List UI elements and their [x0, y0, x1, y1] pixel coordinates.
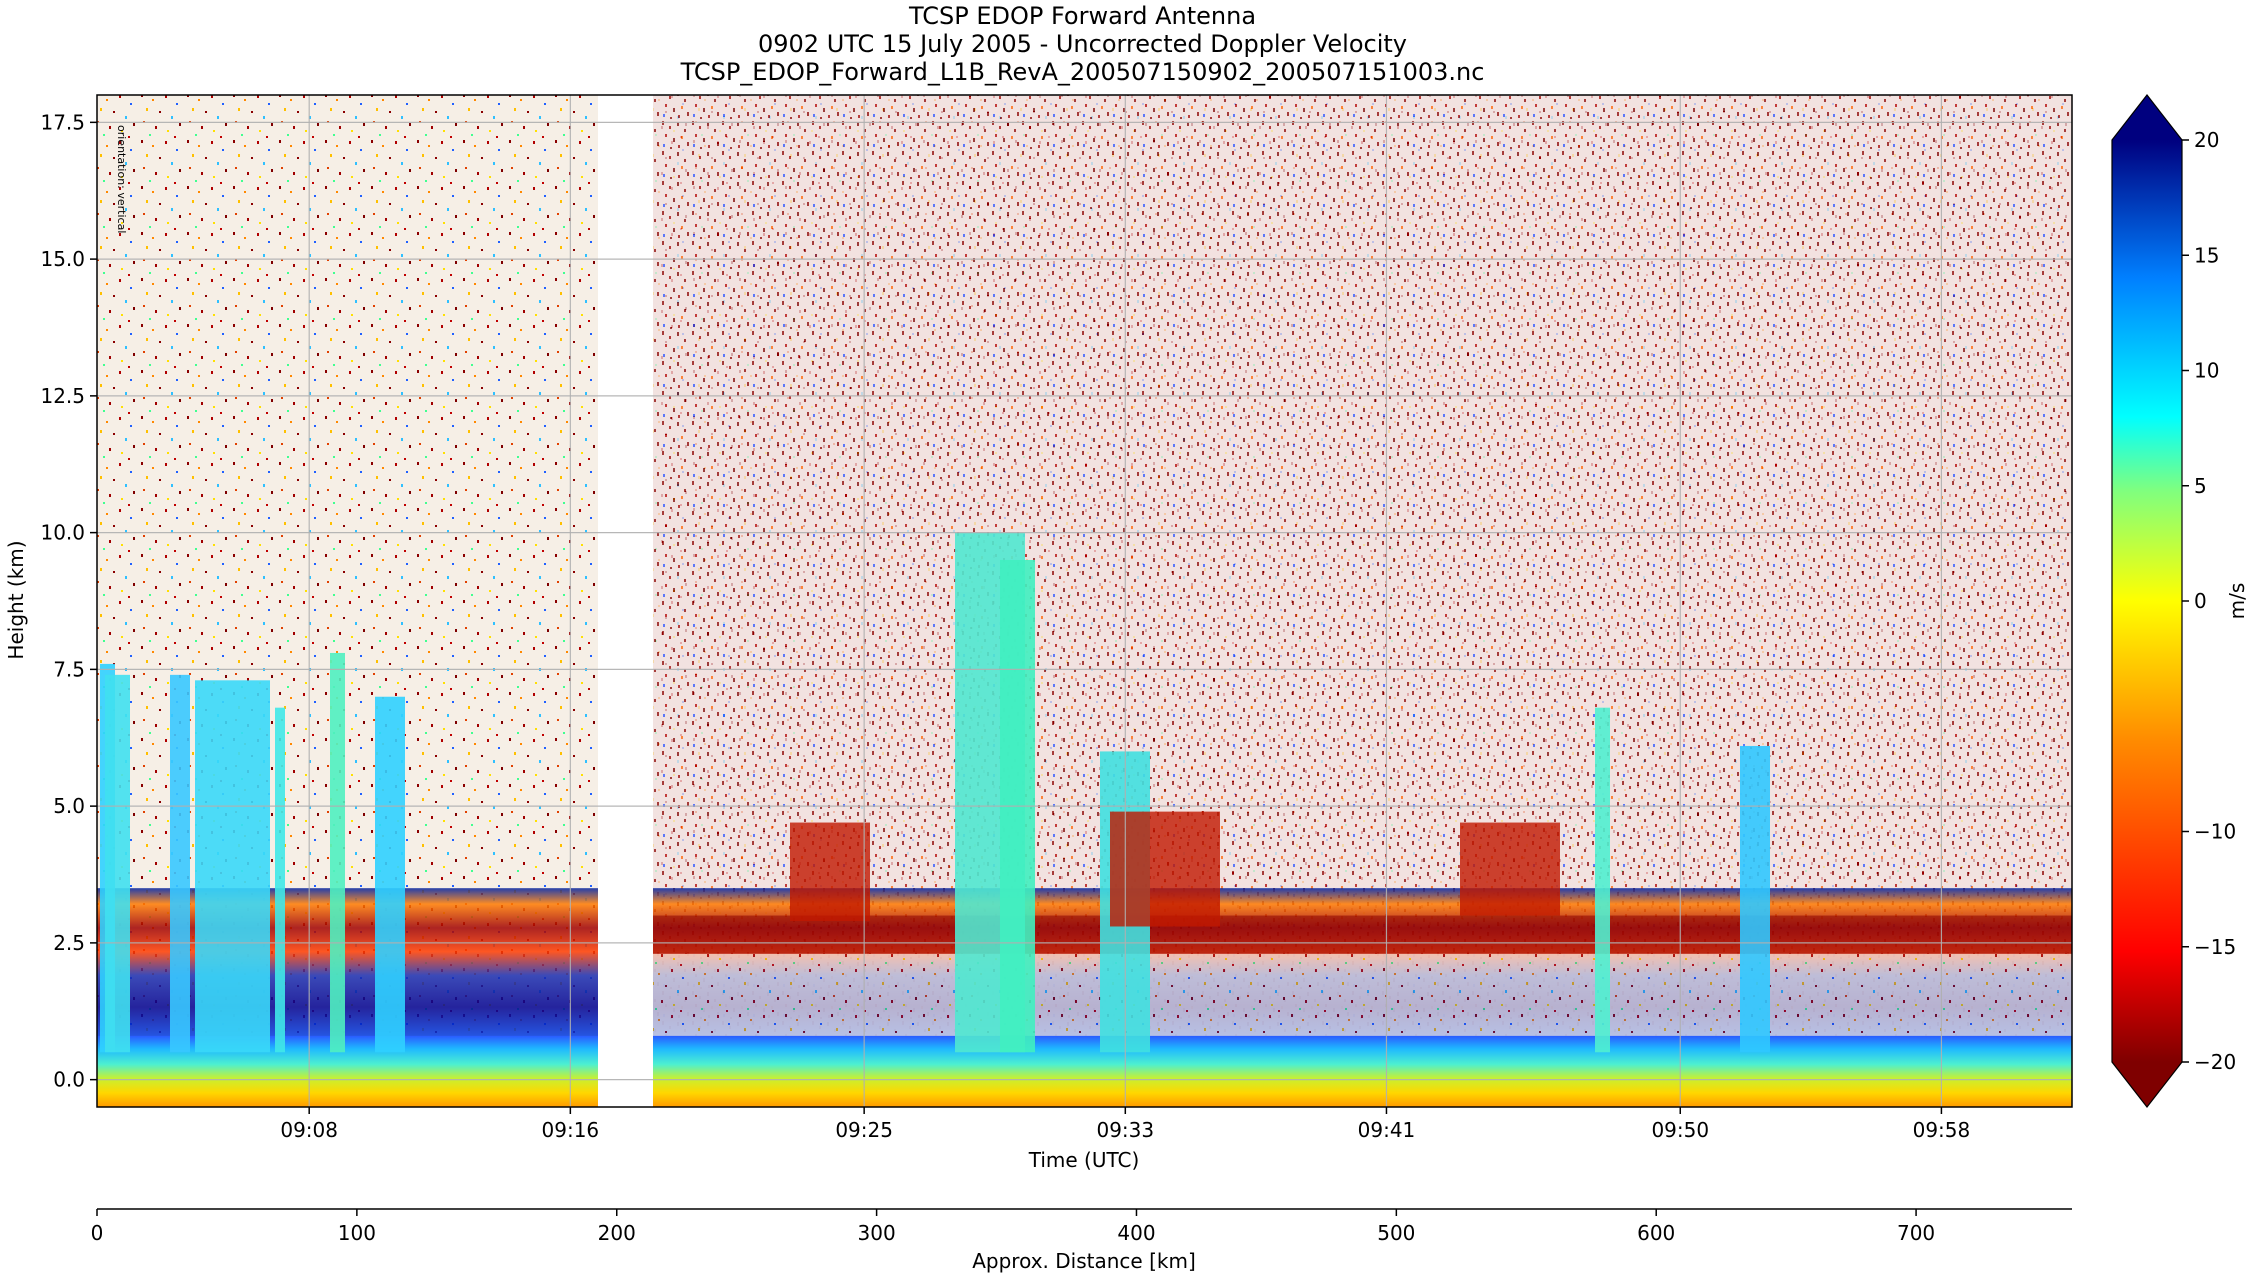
y-tick-label: 17.5: [40, 110, 85, 134]
x-tick-label: 09:25: [835, 1118, 893, 1142]
grid-lines: [97, 95, 2072, 1107]
x-tick-label: 09:33: [1096, 1118, 1154, 1142]
colorbar-tick-label: 5: [2194, 474, 2207, 498]
distance-tick-label: 500: [1377, 1221, 1415, 1245]
plot-area: orientation: vertical: [96, 94, 2073, 1108]
colorbar-extend-max: [2112, 95, 2182, 140]
chart-title-line-3: TCSP_EDOP_Forward_L1B_RevA_200507150902_…: [680, 58, 1485, 86]
distance-tick-label: 200: [598, 1221, 636, 1245]
distance-tick-label: 600: [1637, 1221, 1675, 1245]
distance-tick-label: 100: [338, 1221, 376, 1245]
y-tick-label: 12.5: [40, 384, 85, 408]
x-tick-label: 09:41: [1358, 1118, 1416, 1142]
y-tick-label: 2.5: [53, 931, 85, 955]
colorbar-extend-min: [2112, 1062, 2182, 1107]
orientation-annotation: orientation: vertical: [115, 125, 128, 233]
colorbar-tick-label: −15: [2194, 935, 2236, 959]
colorbar-label: m/s: [2225, 583, 2249, 620]
velocity-heatmap: [97, 95, 2072, 1107]
distance-axis: 0 100 200 300 400 500 600 700 Approx. Distance …: [91, 1208, 2072, 1273]
y-tick-label: 10.0: [40, 521, 85, 545]
colorbar-gradient: [2112, 140, 2182, 1062]
x-tick-label: 09:08: [280, 1118, 338, 1142]
colorbar-tick-label: −20: [2194, 1050, 2236, 1074]
colorbar-tick-label: 10: [2194, 359, 2219, 383]
chart-title-line-2: 0902 UTC 15 July 2005 - Uncorrected Dopp…: [757, 30, 1408, 58]
colorbar-tick-label: 20: [2194, 128, 2219, 152]
plot-frame: [96, 94, 2073, 1108]
distance-tick-label: 0: [91, 1221, 104, 1245]
x-axis-label: Time (UTC): [1028, 1148, 1140, 1172]
y-axis: 0.0 2.5 5.0 7.5 10.0 12.5 15.0 17.5: [40, 110, 97, 1092]
distance-tick-label: 300: [858, 1221, 896, 1245]
y-axis-label: Height (km): [4, 540, 28, 659]
colorbar-tick-label: 15: [2194, 243, 2219, 267]
distance-axis-label: Approx. Distance [km]: [972, 1249, 1196, 1273]
distance-tick-label: 400: [1117, 1221, 1155, 1245]
distance-tick-label: 700: [1897, 1221, 1935, 1245]
y-tick-label: 7.5: [53, 657, 85, 681]
colorbar-tick-label: 0: [2194, 589, 2207, 613]
x-tick-label: 09:58: [1913, 1118, 1971, 1142]
x-tick-label: 09:16: [542, 1118, 600, 1142]
y-tick-label: 5.0: [53, 794, 85, 818]
x-tick-label: 09:50: [1651, 1118, 1709, 1142]
colorbar: 20 15 10 5 0 −10 −15 −20 m/s: [2111, 94, 2249, 1108]
y-tick-label: 0.0: [53, 1068, 85, 1092]
x-axis: 09:08 09:16 09:25 09:33 09:41 09:50 09:58: [280, 1107, 1970, 1142]
y-tick-label: 15.0: [40, 247, 85, 271]
colorbar-tick-label: −10: [2194, 820, 2236, 844]
chart-title-line-1: TCSP EDOP Forward Antenna: [908, 2, 1257, 30]
